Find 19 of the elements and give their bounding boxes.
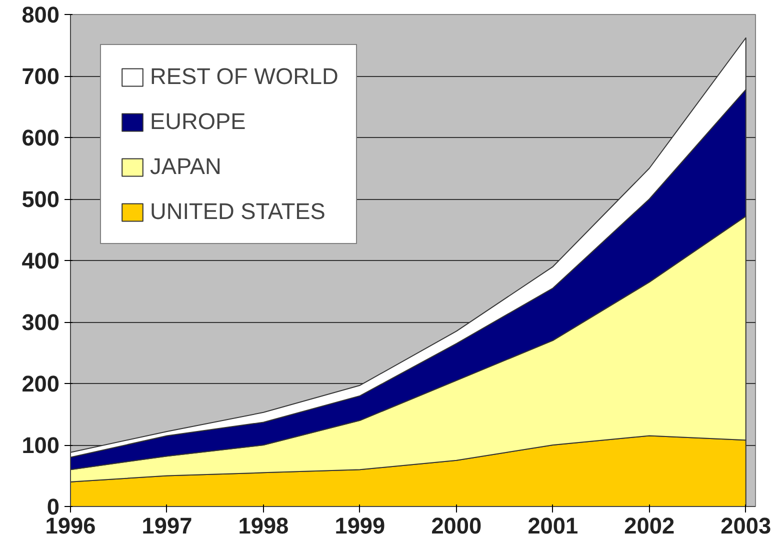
y-tick-label: 600: [22, 124, 60, 150]
legend-label: UNITED STATES: [150, 198, 326, 225]
legend-label: JAPAN: [150, 153, 222, 180]
x-tick-label: 2001: [528, 512, 578, 538]
legend-label: REST OF WORLD: [150, 63, 338, 90]
x-tick-label: 2000: [431, 512, 482, 538]
x-tick-label: 2003: [720, 512, 772, 538]
y-tick-label: 300: [22, 309, 60, 335]
y-tick-label: 500: [22, 186, 60, 212]
x-tick-label: 1999: [334, 512, 386, 538]
x-tick-label: 1997: [142, 512, 192, 538]
y-tick-label: 400: [22, 248, 60, 274]
legend-label: EUROPE: [150, 108, 246, 135]
y-tick-label: 200: [22, 370, 60, 396]
x-tick-label: 1998: [238, 512, 289, 538]
y-tick-label: 700: [22, 63, 60, 89]
x-tick-label: 2002: [624, 512, 675, 538]
y-tick-label: 100: [22, 432, 60, 458]
y-tick-label: 800: [22, 2, 60, 28]
